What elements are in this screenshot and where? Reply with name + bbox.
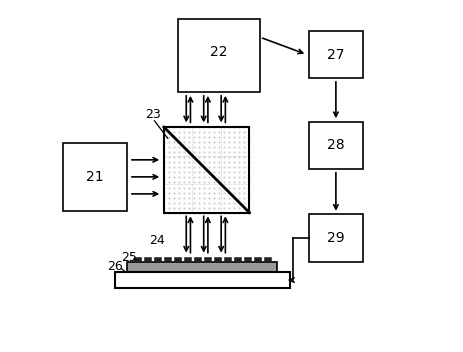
- Bar: [234, 257, 240, 262]
- Text: 23: 23: [145, 108, 161, 121]
- Text: 26: 26: [107, 260, 123, 273]
- Bar: [63, 143, 127, 211]
- Bar: [163, 127, 249, 213]
- Bar: [194, 257, 200, 262]
- Text: 22: 22: [210, 45, 227, 59]
- Bar: [308, 214, 362, 262]
- Bar: [214, 257, 220, 262]
- Bar: [127, 262, 277, 272]
- Bar: [177, 19, 259, 92]
- Bar: [244, 257, 250, 262]
- Text: 28: 28: [326, 138, 344, 152]
- Text: 29: 29: [326, 231, 344, 245]
- Bar: [184, 257, 190, 262]
- Bar: [308, 122, 362, 169]
- Bar: [144, 257, 150, 262]
- Bar: [174, 257, 181, 262]
- Bar: [254, 257, 260, 262]
- Text: 21: 21: [86, 170, 103, 184]
- Bar: [308, 31, 362, 78]
- Bar: [164, 257, 170, 262]
- Bar: [134, 257, 140, 262]
- Bar: [154, 257, 160, 262]
- Bar: [224, 257, 231, 262]
- Bar: [204, 257, 210, 262]
- Text: 27: 27: [326, 48, 344, 62]
- Text: 24: 24: [149, 234, 164, 247]
- Text: 25: 25: [121, 251, 137, 264]
- Bar: [264, 257, 270, 262]
- Bar: [115, 272, 289, 288]
